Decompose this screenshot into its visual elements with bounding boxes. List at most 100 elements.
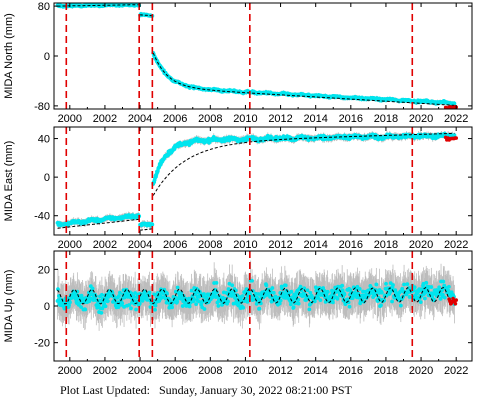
- model-line: [57, 4, 140, 7]
- data-point: [258, 297, 263, 302]
- data-point: [294, 293, 298, 298]
- data-point: [90, 286, 95, 291]
- data-point: [226, 299, 230, 304]
- data-point: [230, 283, 235, 288]
- model-line: [139, 14, 153, 17]
- x-tick-label: 2018: [374, 239, 398, 251]
- y-axis-label: MIDA North (mm): [3, 13, 15, 99]
- data-point: [191, 296, 196, 301]
- data-point: [153, 303, 158, 308]
- data-point: [202, 292, 206, 296]
- model-line: [139, 228, 153, 231]
- data-point: [68, 300, 72, 305]
- x-tick-label: 2008: [198, 239, 222, 251]
- x-tick-label: 2020: [409, 239, 433, 251]
- data-point: [291, 305, 296, 310]
- x-tick-label: 2018: [374, 113, 398, 125]
- data-point: [257, 306, 262, 311]
- data-point: [137, 301, 142, 306]
- data-point: [125, 294, 130, 299]
- data-point: [288, 302, 293, 307]
- data-point: [254, 302, 259, 306]
- data-point: [216, 304, 221, 308]
- y-tick-label: 40: [38, 134, 50, 146]
- x-tick-label: 2016: [339, 113, 363, 125]
- plot-area: [55, 260, 458, 331]
- data-point: [277, 301, 282, 306]
- data-point: [270, 286, 275, 290]
- data-point: [120, 301, 125, 306]
- y-tick-label: -40: [34, 211, 50, 223]
- panel-2: 2000 2002 2004 2006 2008 2010 2012 2014 2016 2018…: [3, 126, 473, 251]
- data-point: [134, 307, 138, 312]
- x-tick-label: 2004: [128, 239, 152, 251]
- y-tick-label: 0: [44, 172, 50, 184]
- data-point: [296, 301, 301, 306]
- data-point: [133, 291, 138, 295]
- data-point: [298, 284, 303, 289]
- data-point: [278, 298, 283, 303]
- data-point: [127, 303, 132, 307]
- data-point: [179, 290, 184, 295]
- data-point: [180, 304, 185, 308]
- data-point: [232, 292, 236, 296]
- x-tick-label: 2008: [198, 113, 222, 125]
- data-point: [271, 290, 276, 295]
- y-tick-label: 0: [44, 51, 50, 63]
- data-point: [194, 302, 199, 307]
- plot-area: [55, 130, 458, 231]
- model-line: [152, 132, 455, 196]
- x-tick-label: 2014: [303, 113, 327, 125]
- data-point: [170, 305, 175, 310]
- model-line: [57, 218, 140, 229]
- data-point: [83, 307, 88, 312]
- data-point: [99, 310, 104, 315]
- x-tick-label: 2000: [58, 239, 82, 251]
- data-point: [452, 101, 457, 106]
- x-tick-label: 2022: [444, 239, 468, 251]
- plot-area: [55, 3, 458, 109]
- data-point: [231, 301, 236, 306]
- data-point: [241, 305, 246, 310]
- data-point: [131, 294, 136, 299]
- data-point: [103, 304, 108, 309]
- data-point: [187, 304, 192, 309]
- data-point: [105, 299, 110, 303]
- data-points: [55, 131, 457, 228]
- data-point: [189, 288, 194, 293]
- data-point: [148, 305, 153, 309]
- x-tick-label: 2006: [163, 113, 187, 125]
- x-tick-label: 2012: [268, 239, 292, 251]
- data-point: [153, 307, 157, 312]
- x-tick-label: 2010: [233, 113, 257, 125]
- data-point: [302, 286, 307, 291]
- x-tick-label: 2022: [444, 113, 468, 125]
- data-point: [129, 306, 133, 311]
- data-point: [175, 299, 180, 304]
- x-tick-label: 2016: [339, 239, 363, 251]
- data-point: [256, 292, 261, 296]
- data-point: [150, 222, 155, 227]
- x-tick-label: 2010: [233, 239, 257, 251]
- data-point: [264, 283, 269, 288]
- panel-1: 2000 2002 2004 2006 2008 2010 2012 2014 2016 2018…: [3, 1, 473, 125]
- x-tick-label: 2000: [58, 113, 82, 125]
- data-point: [99, 292, 104, 297]
- x-tick-label: 2020: [409, 113, 433, 125]
- data-point: [117, 294, 121, 298]
- data-point: [79, 305, 83, 309]
- data-point: [202, 307, 207, 311]
- data-point: [283, 283, 288, 288]
- x-tick-label: 2002: [93, 113, 117, 125]
- data-point: [117, 290, 122, 295]
- data-point: [56, 287, 60, 292]
- data-point: [227, 281, 232, 286]
- data-point: [215, 290, 219, 295]
- y-tick-label: -80: [34, 101, 50, 113]
- x-tick-label: 2002: [93, 239, 117, 251]
- data-point: [253, 291, 258, 296]
- recent-point: [454, 136, 458, 140]
- model-line: [152, 52, 455, 106]
- data-point: [289, 289, 294, 294]
